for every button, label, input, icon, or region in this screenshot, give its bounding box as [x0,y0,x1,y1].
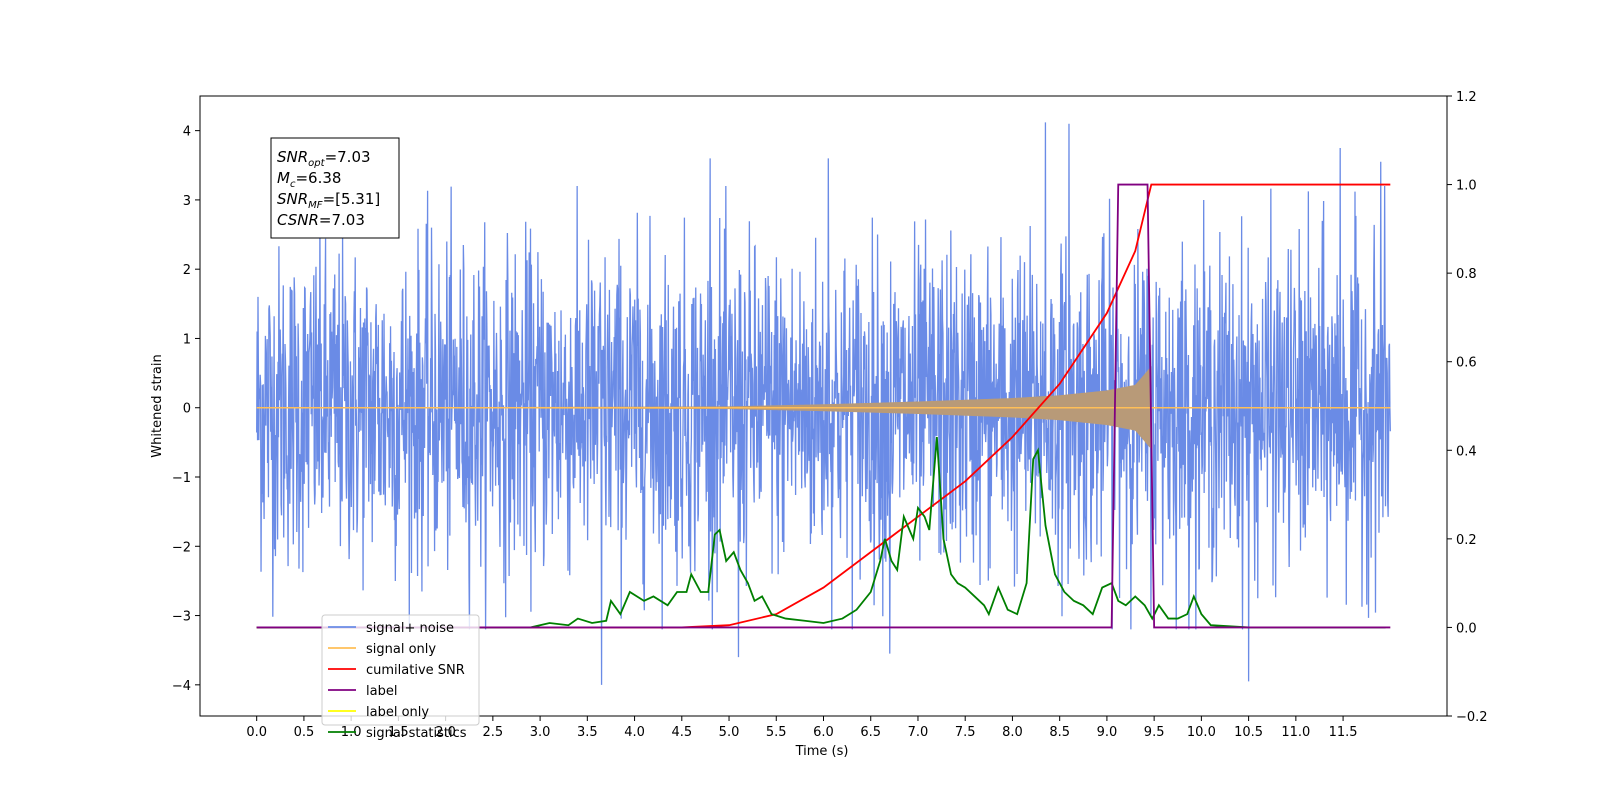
y-left-tick-label: 0 [183,402,191,417]
y-right-tick-label: 0.6 [1456,356,1477,371]
annotation-line: CSNR=7.03 [277,211,365,229]
x-tick-label: 4.5 [671,725,692,740]
signal-noise-line [256,122,1391,685]
y-left-tick-label: 1 [183,332,191,347]
x-tick-label: 8.0 [1002,725,1023,740]
y-right-tick-label: −0.2 [1456,710,1488,725]
legend-label: cumilative SNR [366,663,465,678]
x-tick-label: 11.5 [1329,725,1358,740]
y-left-tick-label: −3 [172,610,191,625]
y-left-tick-label: −2 [172,540,191,555]
y-axis-label: Whitened strain [150,354,165,457]
x-tick-label: 6.5 [860,725,881,740]
y-left-tick-label: 2 [183,263,191,278]
x-tick-label: 8.5 [1049,725,1070,740]
x-tick-label: 7.5 [955,725,976,740]
signal-statistics-line [256,436,1386,629]
y-right-tick-label: 0.2 [1456,533,1477,548]
legend-label: label [366,684,397,699]
legend-label: label only [366,705,429,720]
x-tick-label: 10.5 [1234,725,1263,740]
x-tick-label: 3.0 [530,725,551,740]
x-tick-label: 6.0 [813,725,834,740]
x-tick-label: 3.5 [577,725,598,740]
y-right-tick-label: 1.0 [1456,179,1477,194]
x-tick-label: 2.5 [483,725,504,740]
annotation-line: SNRMF=[5.31] [277,190,380,211]
x-axis-label: Time (s) [795,744,849,759]
signal-noise-series [256,122,1391,685]
y-right-tick-label: 0.0 [1456,621,1477,636]
x-tick-label: 1.5 [388,725,409,740]
x-tick-label: 11.0 [1281,725,1310,740]
y-axis-right-ticks: −0.2 0.0 0.2 0.4 0.6 0.8 1.0 1.2 [1447,90,1488,725]
legend: signal+ noise signal only cumilative SNR la… [321,614,480,741]
y-left-tick-label: 3 [183,194,191,209]
signal-only-series [256,366,1391,450]
x-tick-label: 9.5 [1144,725,1165,740]
x-tick-label: 10.0 [1187,725,1216,740]
legend-label: signal+ noise [366,621,454,636]
x-tick-label: 7.0 [908,725,929,740]
right-axis-series [256,183,1391,629]
x-tick-label: 9.0 [1097,725,1118,740]
x-tick-label: 5.0 [719,725,740,740]
legend-label: signal statistics [366,726,467,741]
y-axis-left-ticks: −4 −3 −2 −1 0 1 2 3 4 [172,125,200,694]
annotation-line: Mc=6.38 [277,169,341,190]
x-tick-label: 0.5 [294,725,315,740]
x-tick-label: 2.0 [435,725,456,740]
y-right-tick-label: 0.4 [1456,444,1477,459]
x-tick-label: 4.0 [624,725,645,740]
y-left-tick-label: −4 [172,679,191,694]
x-tick-label: 5.5 [766,725,787,740]
x-tick-label: 0.0 [246,725,267,740]
label-line [256,183,1391,629]
y-left-tick-label: −1 [172,471,191,486]
legend-label: signal only [366,642,436,657]
x-axis-ticks: 0.0 0.5 1.0 1.5 2.0 2.5 3.0 3.5 4.0 4.5 5.0 5.5 6.0 6… [246,716,1358,740]
y-right-tick-label: 1.2 [1456,90,1477,105]
y-right-tick-label: 0.8 [1456,267,1477,282]
y-left-tick-label: 4 [183,125,191,140]
annotation-line: SNRopt=7.03 [277,148,371,169]
